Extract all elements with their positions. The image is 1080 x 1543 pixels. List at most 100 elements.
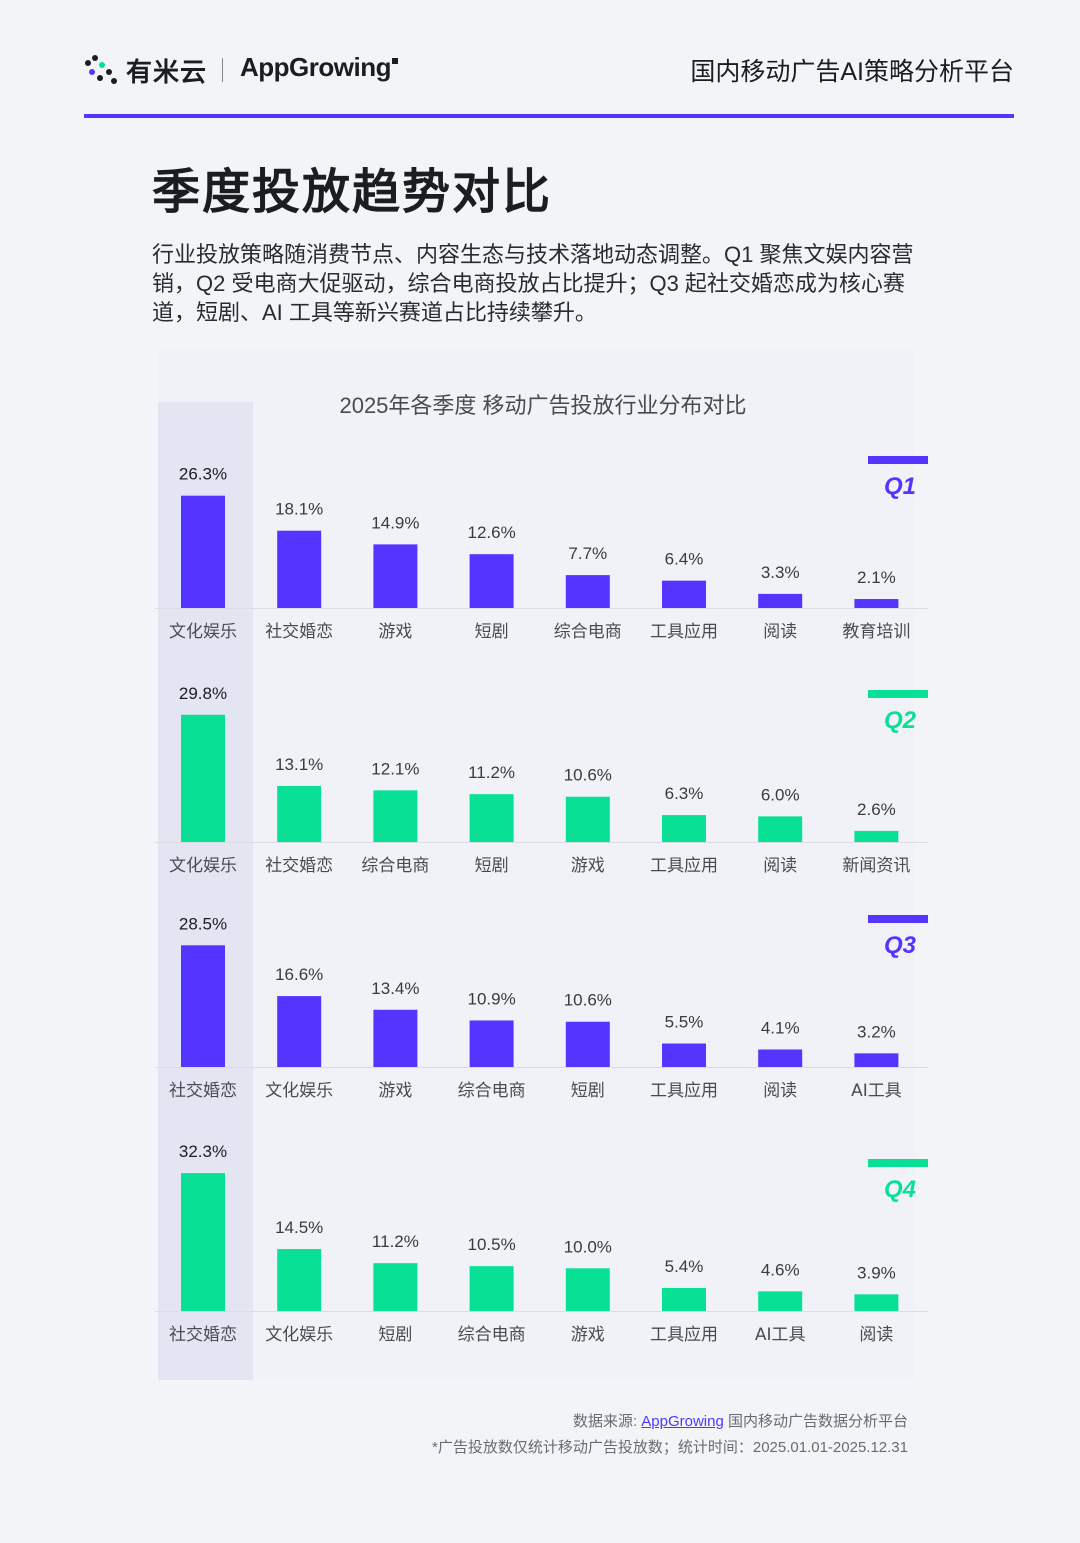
category-label: 综合电商 [554, 622, 622, 642]
bar [854, 830, 899, 842]
bar [758, 1291, 803, 1311]
bar [662, 1287, 706, 1311]
category-label: 社交婚恋 [265, 855, 333, 876]
category-label: AI工具 [755, 1325, 806, 1345]
bar [373, 1263, 418, 1311]
category-label: 综合电商 [458, 1081, 526, 1101]
bar [469, 794, 514, 842]
value-label: 6.0% [761, 785, 800, 804]
value-label: 29.8% [179, 684, 227, 703]
value-label: 32.3% [179, 1142, 227, 1161]
chart-panel [158, 350, 914, 1380]
bar [854, 599, 899, 608]
category-label: 游戏 [378, 1081, 412, 1101]
bar [373, 544, 418, 608]
bar [565, 1268, 610, 1311]
quarter-marker [868, 690, 928, 698]
bar [469, 1020, 514, 1067]
value-label: 13.1% [275, 755, 323, 774]
platform-name: 国内移动广告AI策略分析平台 [690, 58, 1014, 86]
bar [277, 996, 322, 1067]
category-label: 综合电商 [458, 1325, 526, 1345]
footnote: *广告投放数仅统计移动广告投放数；统计时间：2025.01.01-2025.12… [432, 1439, 908, 1456]
category-label: AI工具 [851, 1081, 902, 1101]
category-label: 社交婚恋 [169, 1324, 237, 1345]
quarter-label: Q4 [884, 1176, 916, 1203]
bar [469, 554, 514, 608]
value-label: 18.1% [275, 500, 323, 519]
value-label: 4.1% [761, 1018, 800, 1037]
value-label: 10.0% [564, 1237, 612, 1256]
source-link[interactable]: AppGrowing [641, 1413, 724, 1430]
value-label: 26.3% [179, 465, 227, 484]
value-label: 3.2% [857, 1022, 896, 1041]
value-label: 10.5% [467, 1235, 515, 1254]
bar [181, 945, 225, 1067]
category-label: 社交婚恋 [169, 1080, 237, 1101]
bar [565, 796, 610, 842]
logo-en-text: AppGrowing [240, 52, 391, 82]
category-label: 游戏 [571, 856, 605, 876]
category-label: 新闻资讯 [842, 856, 910, 876]
value-label: 3.3% [761, 563, 800, 582]
quarter-label: Q3 [884, 932, 917, 959]
category-label: 文化娱乐 [265, 1081, 333, 1101]
value-label: 10.6% [564, 991, 612, 1010]
quarter-marker [868, 456, 928, 464]
category-label: 短剧 [475, 856, 509, 876]
header: 有米云 AppGrowing 国内移动广告AI策略分析平台 [84, 50, 1014, 90]
bar [662, 1043, 706, 1067]
value-label: 10.9% [467, 989, 515, 1008]
source-suffix: 国内移动广告数据分析平台 [723, 1413, 908, 1430]
bar [758, 816, 803, 842]
bar [662, 815, 706, 842]
category-label: 社交婚恋 [265, 621, 333, 642]
category-label: 游戏 [571, 1325, 605, 1345]
category-label: 阅读 [859, 1325, 893, 1345]
bar [854, 1294, 899, 1311]
bar [565, 575, 610, 608]
value-label: 6.4% [665, 550, 704, 569]
page-description: 行业投放策略随消费节点、内容生态与技术落地动态调整。Q1 聚焦文娱内容营销，Q2… [152, 242, 914, 325]
value-label: 11.2% [372, 1232, 419, 1251]
bar [469, 1266, 514, 1311]
bar [758, 1049, 803, 1067]
logo-divider [222, 58, 223, 82]
quarter-label: Q2 [884, 707, 917, 734]
category-label: 短剧 [571, 1081, 605, 1101]
bar [277, 786, 322, 842]
value-label: 5.5% [665, 1013, 704, 1032]
category-label: 阅读 [763, 856, 797, 876]
category-label: 阅读 [763, 622, 797, 642]
value-label: 3.9% [857, 1263, 896, 1282]
bar [181, 1173, 225, 1311]
bar [277, 1249, 322, 1311]
value-label: 4.6% [761, 1260, 800, 1279]
value-label: 2.1% [857, 568, 896, 587]
bar [373, 790, 418, 842]
value-label: 2.6% [857, 800, 896, 819]
value-label: 6.3% [665, 784, 704, 803]
value-label: 14.5% [275, 1218, 323, 1237]
category-label: 短剧 [378, 1325, 412, 1345]
value-label: 14.9% [371, 513, 419, 532]
page-title: 季度投放趋势对比 [152, 166, 553, 219]
category-label: 文化娱乐 [169, 622, 237, 642]
value-label: 10.6% [564, 766, 612, 785]
logo-cn: 有米云 [126, 57, 208, 87]
value-label: 7.7% [568, 544, 607, 563]
bar [373, 1009, 418, 1067]
header-rule [84, 114, 1014, 118]
category-label: 文化娱乐 [265, 1325, 333, 1345]
value-label: 12.6% [467, 523, 515, 542]
source-prefix: 数据来源: [572, 1413, 642, 1430]
bar [565, 1021, 610, 1067]
value-label: 28.5% [179, 914, 227, 933]
chart-title: 2025年各季度 移动广告投放行业分布对比 [339, 393, 747, 418]
value-label: 12.1% [371, 759, 419, 778]
category-label: 阅读 [763, 1081, 797, 1101]
bar [854, 1053, 899, 1067]
value-label: 11.2% [468, 763, 515, 782]
category-label: 工具应用 [650, 856, 718, 876]
